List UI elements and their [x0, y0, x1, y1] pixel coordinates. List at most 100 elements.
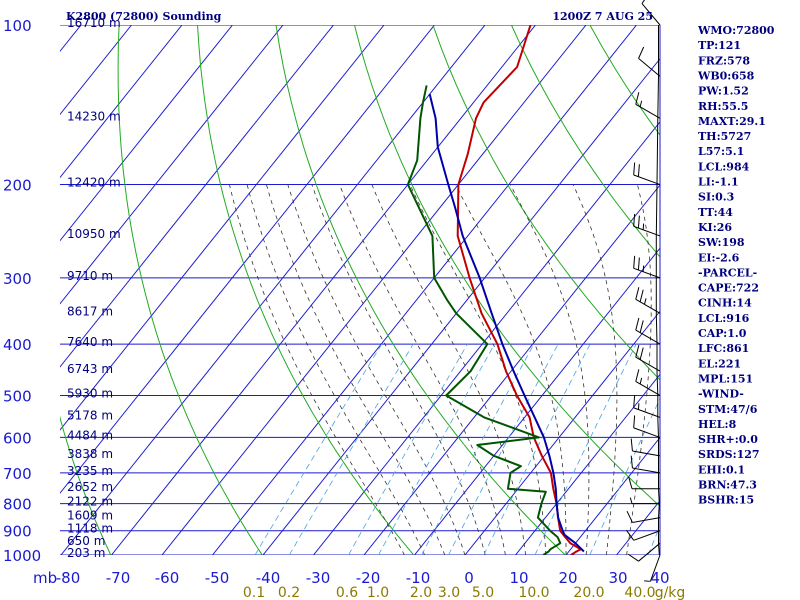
index-line: RH:55.5 [698, 100, 748, 113]
index-line: PW:1.52 [698, 85, 749, 98]
isotherm--130 [60, 25, 233, 242]
wind-barb-flag [635, 369, 640, 382]
wind-barb [630, 455, 661, 474]
wind-barb [628, 476, 660, 490]
mixing-ratio-line-10 [534, 343, 637, 555]
temperature-tick-label: -20 [356, 569, 381, 587]
isotherm--40 [262, 57, 660, 555]
isotherm--110 [60, 25, 334, 368]
wind-barb-shaft [633, 427, 661, 438]
wind-barb-flag [626, 529, 635, 541]
mixing-ratio-label: 0.1 [243, 585, 265, 600]
wind-barbs [626, 0, 661, 582]
index-line: EHI:0.1 [698, 463, 745, 476]
wind-barb-shaft [649, 554, 661, 582]
wind-barb [635, 92, 661, 119]
height-label: 1118 m [67, 522, 113, 536]
wind-barb [630, 438, 661, 457]
height-label: 203 m [67, 546, 105, 560]
wind-barb-shaft [641, 3, 661, 26]
stability-indices: WMO:72800 TP:121 FRZ:578 WB0:658 PW:1.52 RH:5… [697, 24, 775, 507]
index-line: EI:-2.6 [698, 251, 740, 264]
dry-adiabat-323 [354, 25, 660, 507]
moist-adiabat-32 [626, 184, 652, 555]
index-line: -PARCEL- [698, 266, 757, 279]
height-label: 2652 m [67, 480, 113, 494]
isotherm--50 [212, 25, 637, 555]
wind-barb-shaft [632, 467, 661, 474]
wind-barb-flag [635, 317, 640, 331]
mixing-ratio-line-0.2 [288, 343, 414, 555]
temperature-tick-label: -50 [205, 569, 230, 587]
isotherm--60 [161, 25, 587, 555]
temperature-tick-label: -40 [256, 569, 281, 587]
mixing-ratio-label: 40.0 [624, 585, 655, 600]
wind-barb [635, 369, 661, 396]
wind-barb-flag [633, 255, 636, 269]
index-line: CAP:1.0 [698, 327, 747, 340]
mixing-ratio-line-3 [448, 343, 559, 555]
wind-barb-shaft [638, 542, 661, 562]
wind-barb-shaft [632, 450, 661, 457]
temperature-trace [456, 25, 582, 555]
mixing-ratio-line-1 [378, 343, 495, 555]
index-line: CINH:14 [698, 297, 752, 310]
wind-barb-flag [633, 213, 636, 227]
pressure-unit-label: mb [33, 569, 57, 587]
mixing-ratio-label: g/kg [655, 585, 686, 600]
index-line: MAXT:29.1 [698, 115, 766, 128]
dry-adiabat-263 [197, 25, 415, 555]
moist-adiabat-16 [409, 184, 547, 555]
wind-barb-shaft [633, 530, 661, 541]
wind-barb-shaft [638, 57, 661, 77]
height-label: 2122 m [67, 495, 113, 509]
mixing-ratio-label: 0.6 [336, 585, 358, 600]
wind-barb-flag [635, 287, 640, 300]
wind-barb-flag [637, 257, 640, 271]
dry-adiabat-203 [60, 415, 112, 555]
moist-adiabat-12 [371, 184, 526, 555]
wind-barb [638, 46, 661, 77]
index-line: LCL:916 [698, 312, 750, 325]
mixing-ratio-label: 20.0 [573, 585, 604, 600]
pressure-tick-label: 700 [3, 465, 32, 483]
sounding-traces [406, 25, 585, 555]
height-label: 8617 m [67, 304, 113, 318]
index-line: SHR+:0.0 [698, 433, 758, 446]
wind-barb-half-flag [639, 100, 643, 107]
wind-barb-flag [639, 347, 644, 360]
wind-barb-half-flag [639, 377, 643, 385]
wind-barb-flag [633, 395, 636, 408]
wind-barb-flag [630, 455, 633, 469]
wind-barb [641, 0, 661, 26]
isotherm--70 [111, 25, 536, 555]
isotherm--80 [60, 25, 486, 555]
index-line: KI:26 [698, 221, 732, 234]
pressure-tick-label: 100 [3, 17, 32, 35]
temperature-tick-label: 10 [509, 569, 528, 587]
wind-barb [633, 213, 661, 237]
moist-adiabats [229, 184, 652, 555]
wind-barb [629, 497, 660, 505]
temperature-tick-label: 0 [464, 569, 474, 587]
wind-barb-shaft [632, 517, 661, 523]
wind-barb-flag [630, 438, 633, 452]
moist-adiabat-0 [287, 184, 466, 555]
index-line: LI:-1.1 [698, 176, 739, 189]
mixing-ratio-label: 5.0 [472, 585, 494, 600]
height-label: 5930 m [67, 386, 113, 400]
wind-barb-flag [628, 476, 633, 489]
wind-barb [635, 287, 661, 314]
moist-adiabat-24 [509, 184, 590, 555]
height-label: 6743 m [67, 362, 113, 376]
height-label: 3838 m [67, 447, 113, 461]
mixing-ratio-lines [254, 343, 660, 555]
wind-barb [633, 162, 661, 186]
index-line: SI:0.3 [698, 191, 734, 204]
index-line: LFC:861 [698, 342, 749, 355]
isotherm-10 [515, 373, 660, 555]
station-title: K2800 (72800) Sounding [66, 10, 222, 23]
mixing-ratio-label: 2.0 [410, 585, 432, 600]
mixing-ratio-line-5 [483, 343, 591, 555]
index-line: HEL:8 [698, 418, 737, 431]
